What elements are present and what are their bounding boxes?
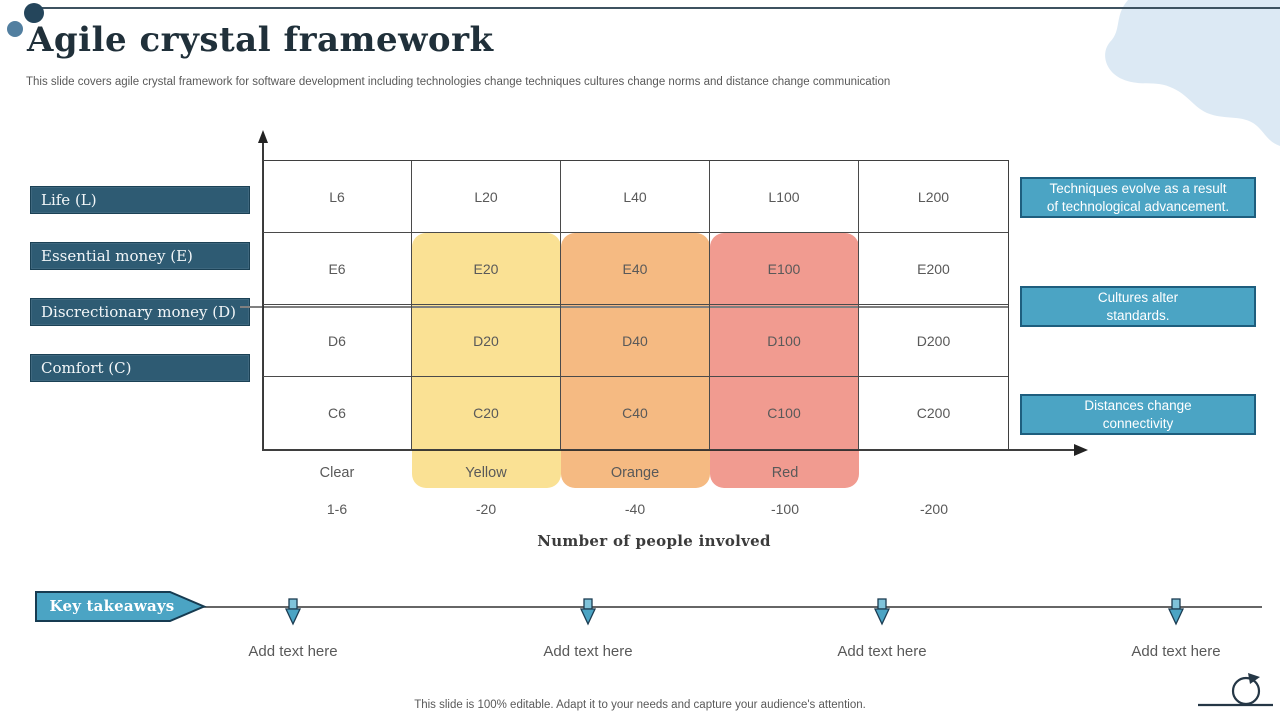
matrix-cell: D6 bbox=[263, 305, 412, 377]
timeline-marker-icon[interactable] bbox=[284, 598, 302, 626]
add-text-placeholder[interactable]: Add text here bbox=[248, 643, 338, 660]
callout-line: connectivity bbox=[1102, 415, 1174, 431]
matrix-cell: L200 bbox=[859, 161, 1008, 233]
row-label-life: Life (L) bbox=[30, 186, 250, 214]
matrix-cell: D100 bbox=[710, 305, 859, 377]
matrix-cell: L40 bbox=[561, 161, 710, 233]
timeline-marker-icon[interactable] bbox=[873, 598, 891, 626]
callout-line: of technological advancement. bbox=[1046, 198, 1230, 214]
matrix-cell: C6 bbox=[263, 377, 412, 449]
orange-zone-overlay bbox=[561, 233, 710, 488]
x-tick-label: -40 bbox=[624, 501, 646, 517]
add-text-placeholder[interactable]: Add text here bbox=[1131, 643, 1221, 660]
callout-cultures: Cultures alter standards. bbox=[1020, 286, 1256, 327]
x-axis-arrowhead-icon bbox=[1074, 444, 1088, 456]
decorative-dot-small bbox=[7, 21, 23, 37]
zone-label-clear: Clear bbox=[319, 465, 355, 481]
matrix-cell: E20 bbox=[412, 233, 561, 305]
slide-description: This slide covers agile crystal framewor… bbox=[26, 76, 891, 88]
add-text-placeholder[interactable]: Add text here bbox=[837, 643, 927, 660]
callout-line: standards. bbox=[1106, 307, 1170, 323]
matrix-cell: E6 bbox=[263, 233, 412, 305]
x-tick-label: -100 bbox=[770, 501, 800, 517]
key-takeaways-banner-label: Key takeaways bbox=[49, 597, 175, 615]
matrix-cell: D20 bbox=[412, 305, 561, 377]
matrix-cell: C200 bbox=[916, 405, 951, 421]
matrix-cell: L20 bbox=[412, 161, 561, 233]
callout-line: Distances change bbox=[1084, 397, 1192, 413]
callout-distances: Distances change connectivity bbox=[1020, 394, 1256, 435]
zone-label-red: Red bbox=[771, 465, 799, 481]
x-tick-label: -20 bbox=[475, 501, 497, 517]
matrix-cell: C100 bbox=[710, 377, 859, 449]
iteration-loop-icon bbox=[1198, 673, 1273, 707]
timeline-marker-icon[interactable] bbox=[579, 598, 597, 626]
matrix-cell: E100 bbox=[710, 233, 859, 305]
matrix-cell: C40 bbox=[561, 377, 710, 449]
timeline-marker-icon[interactable] bbox=[1167, 598, 1185, 626]
x-axis-title: Number of people involved bbox=[537, 532, 771, 550]
row-label-discretionary-money: Discrectionary money (D) bbox=[30, 298, 250, 326]
editable-note: This slide is 100% editable. Adapt it to… bbox=[414, 699, 866, 711]
x-tick-label: -200 bbox=[919, 501, 949, 517]
callout-techniques: Techniques evolve as a result of technol… bbox=[1020, 177, 1256, 218]
corner-blob-shape bbox=[1105, 0, 1280, 146]
page-title: Agile crystal framework bbox=[27, 20, 494, 60]
callout-line: Techniques evolve as a result bbox=[1049, 180, 1227, 196]
matrix-cell: D200 bbox=[859, 305, 1008, 377]
matrix-cell: E40 bbox=[561, 233, 710, 305]
row-label-comfort: Comfort (C) bbox=[30, 354, 250, 382]
zone-label-orange: Orange bbox=[610, 465, 660, 481]
matrix-cell: D40 bbox=[561, 305, 710, 377]
crystal-matrix-table: L6 L20 L40 L100 L200 E6 E20 E40 E100 E20… bbox=[262, 160, 1009, 450]
matrix-cell: L6 bbox=[263, 161, 412, 233]
red-zone-overlay bbox=[710, 233, 859, 488]
add-text-placeholder[interactable]: Add text here bbox=[543, 643, 633, 660]
callout-line: Cultures alter bbox=[1097, 289, 1179, 305]
matrix-cell: L100 bbox=[710, 161, 859, 233]
matrix-cell: E200 bbox=[859, 233, 1008, 305]
zone-label-yellow: Yellow bbox=[465, 465, 507, 481]
x-tick-label: 1-6 bbox=[326, 501, 348, 517]
yellow-zone-overlay bbox=[412, 233, 561, 488]
row-label-essential-money: Essential money (E) bbox=[30, 242, 250, 270]
y-axis-arrowhead-icon bbox=[258, 130, 268, 143]
matrix-cell: C20 bbox=[412, 377, 561, 449]
